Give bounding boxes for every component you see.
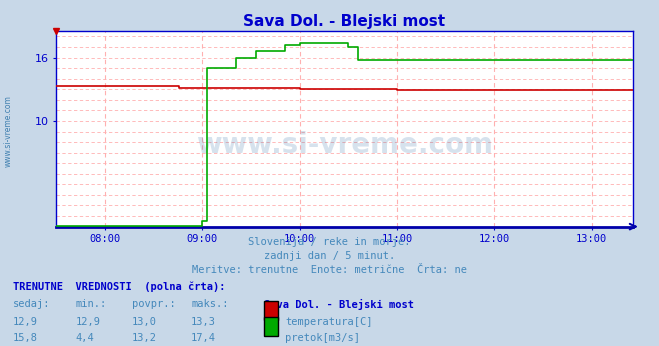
- Text: 13,3: 13,3: [191, 317, 216, 327]
- Title: Sava Dol. - Blejski most: Sava Dol. - Blejski most: [243, 13, 445, 29]
- Text: 13,0: 13,0: [132, 317, 157, 327]
- Text: min.:: min.:: [76, 299, 107, 309]
- Text: 12,9: 12,9: [13, 317, 38, 327]
- Text: zadnji dan / 5 minut.: zadnji dan / 5 minut.: [264, 251, 395, 261]
- Text: pretok[m3/s]: pretok[m3/s]: [285, 333, 360, 343]
- Text: 4,4: 4,4: [76, 333, 94, 343]
- Text: temperatura[C]: temperatura[C]: [285, 317, 373, 327]
- Text: maks.:: maks.:: [191, 299, 229, 309]
- Text: Meritve: trenutne  Enote: metrične  Črta: ne: Meritve: trenutne Enote: metrične Črta: …: [192, 265, 467, 275]
- Text: www.si-vreme.com: www.si-vreme.com: [3, 95, 13, 167]
- Text: 15,8: 15,8: [13, 333, 38, 343]
- Text: 17,4: 17,4: [191, 333, 216, 343]
- Text: povpr.:: povpr.:: [132, 299, 175, 309]
- Text: TRENUTNE  VREDNOSTI  (polna črta):: TRENUTNE VREDNOSTI (polna črta):: [13, 282, 225, 292]
- Text: Sava Dol. - Blejski most: Sava Dol. - Blejski most: [264, 299, 414, 310]
- Text: Slovenija / reke in morje.: Slovenija / reke in morje.: [248, 237, 411, 247]
- Text: sedaj:: sedaj:: [13, 299, 51, 309]
- Text: www.si-vreme.com: www.si-vreme.com: [196, 130, 493, 158]
- Text: 12,9: 12,9: [76, 317, 101, 327]
- Text: 13,2: 13,2: [132, 333, 157, 343]
